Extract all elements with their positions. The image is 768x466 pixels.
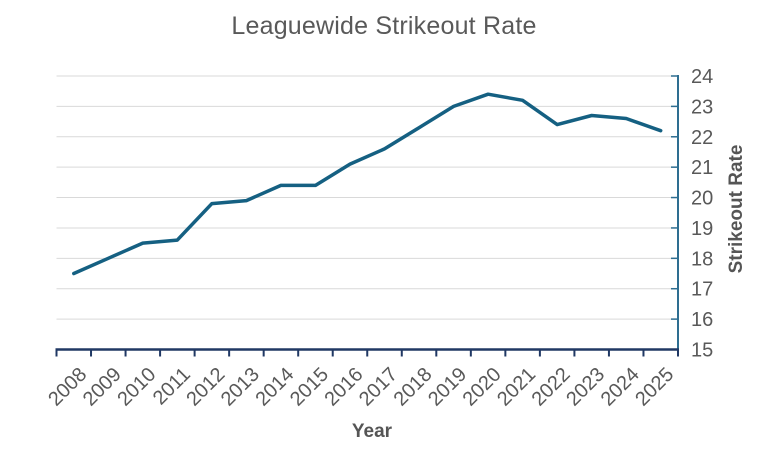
x-tick-label: 2009: [79, 363, 126, 410]
y-tick-label: 21: [691, 157, 713, 179]
x-tick-label: 2017: [355, 363, 402, 410]
y-tick-label: 22: [691, 127, 713, 149]
x-tick-label: 2021: [493, 363, 540, 410]
x-tick-label: 2014: [251, 363, 298, 410]
x-tick-label: 2012: [182, 363, 229, 410]
y-tick-label: 15: [691, 340, 713, 362]
x-tick-label: 2018: [390, 363, 437, 410]
x-tick-label: 2015: [286, 363, 333, 410]
y-tick-label: 24: [691, 66, 713, 88]
x-axis-title: Year: [351, 421, 393, 442]
y-tick-label: 19: [691, 218, 713, 240]
x-tick-label: 2016: [320, 363, 367, 410]
x-tick-label: 2010: [113, 363, 160, 410]
x-tick-label: 2013: [217, 363, 264, 410]
x-tick-label: 2011: [149, 363, 195, 409]
x-tick-label: 2023: [562, 363, 609, 410]
x-tick-label: 2020: [459, 363, 506, 410]
x-tick-label: 2025: [631, 363, 678, 410]
x-tick-label: 2008: [44, 363, 91, 410]
x-tick-label: 2024: [597, 363, 644, 410]
y-tick-label: 17: [691, 279, 713, 301]
x-tick-label: 2019: [424, 363, 471, 410]
y-tick-label: 23: [691, 96, 713, 118]
x-tick-label: 2022: [528, 363, 575, 410]
y-tick-label: 16: [691, 309, 713, 331]
y-axis-title: Strikeout Rate: [726, 144, 747, 274]
chart-title: Leaguewide Strikeout Rate: [231, 12, 537, 40]
y-tick-label: 20: [691, 188, 713, 210]
strikeout-rate-series-line: [72, 92, 663, 276]
y-tick-label: 18: [691, 248, 713, 270]
